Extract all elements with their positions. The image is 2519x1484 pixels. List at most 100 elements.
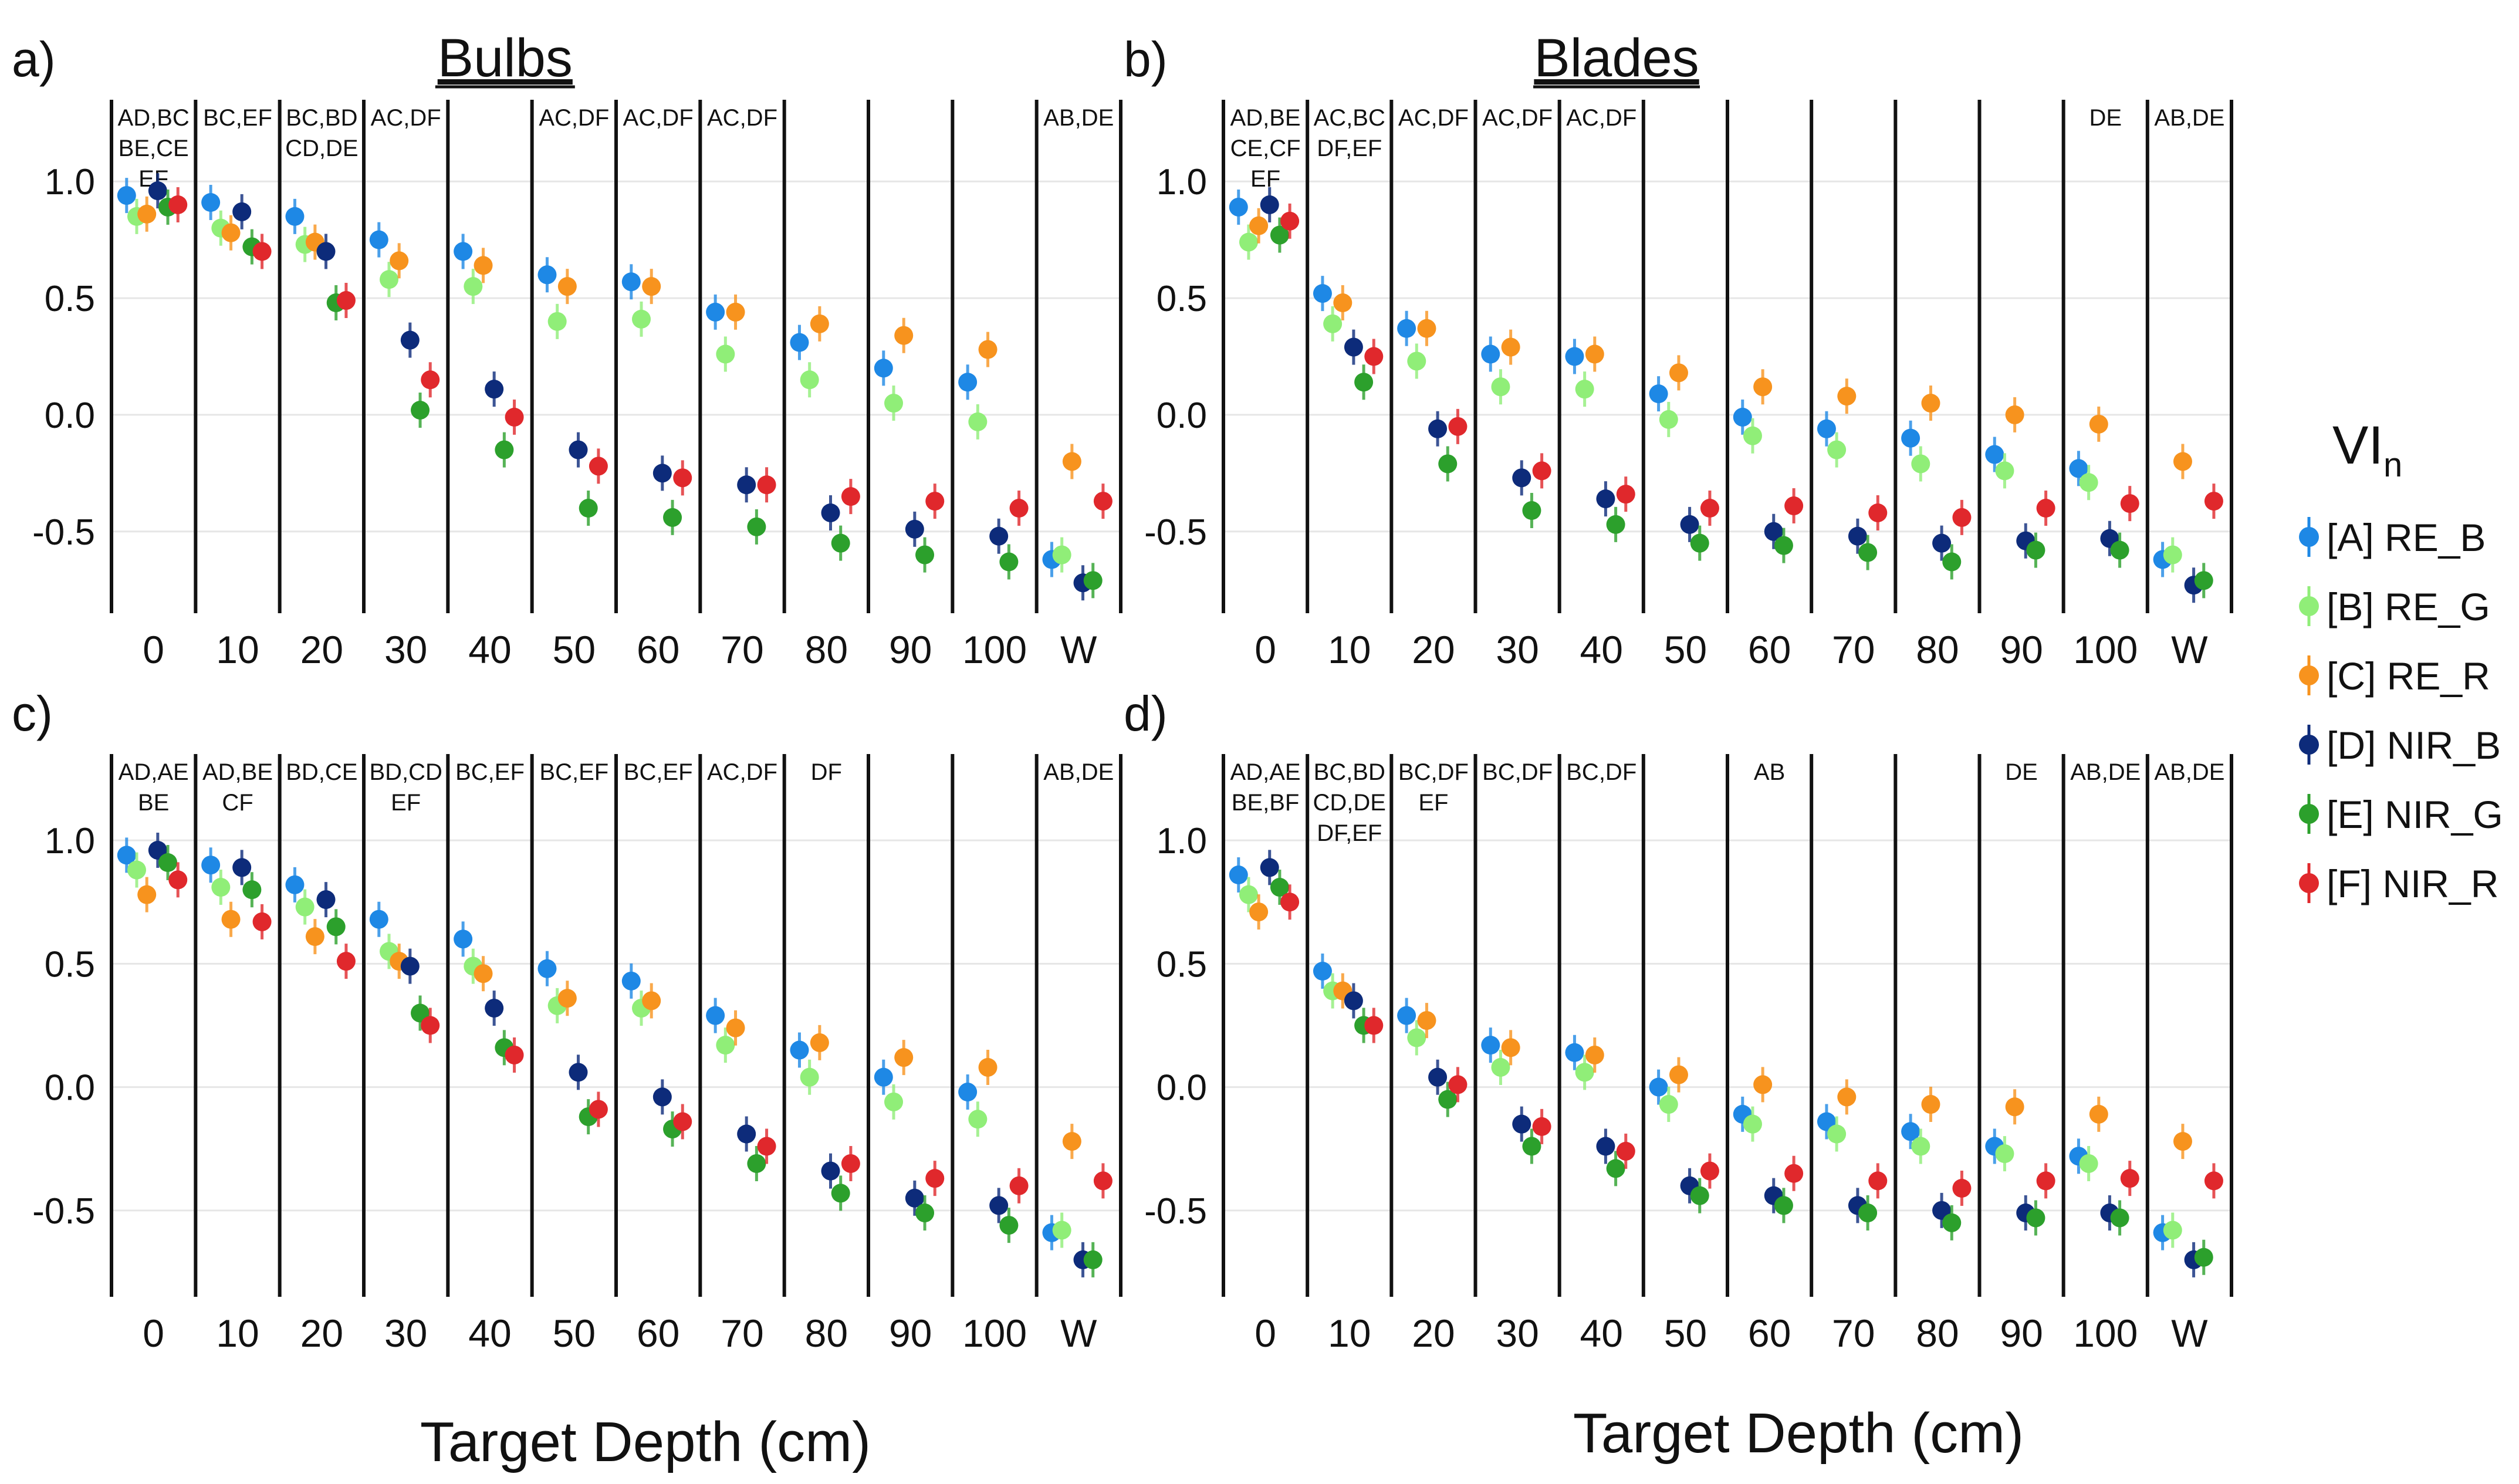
point-re_g-0 (1239, 232, 1258, 252)
point-re_g-0 (1239, 885, 1258, 904)
panels-layer: 1.0 0.5 0.0 -0.5 a) Bulbs 0 AD,BC BE,CE EF 10 BC,EF… (12, 28, 2233, 1355)
point-nir_b-70 (1848, 526, 1867, 546)
point-nir_r-40 (505, 407, 524, 427)
significance-annotation: CD,DE (1313, 790, 1386, 816)
legend-swatch (2299, 735, 2319, 755)
point-nir_b-80 (821, 503, 840, 522)
x-tick-label: 50 (1664, 1311, 1707, 1355)
point-nir_b-30 (400, 956, 420, 976)
point-nir_r-20 (336, 952, 356, 971)
point-re_r-40 (1585, 1045, 1604, 1064)
point-re_r-60 (1753, 377, 1773, 397)
point-re_b-60 (1733, 407, 1752, 427)
point-nir_b-30 (400, 330, 420, 350)
x-tick-label: 20 (1412, 1311, 1455, 1355)
point-nir_g-w (1083, 571, 1103, 590)
point-re_r-0 (137, 204, 157, 224)
significance-annotation: AD,AE (1230, 759, 1301, 785)
point-nir_r-70 (1868, 503, 1888, 522)
point-nir_r-100 (2120, 494, 2139, 513)
point-re_b-20 (1397, 1006, 1416, 1025)
significance-annotation: AC,DF (707, 759, 777, 785)
point-nir_b-10 (232, 858, 252, 877)
point-nir_g-30 (1522, 1137, 1541, 1156)
point-re_b-70 (706, 302, 725, 322)
point-re_r-0 (1249, 902, 1269, 922)
significance-annotation: AB,DE (2154, 759, 2224, 785)
x-tick-label: 10 (1328, 628, 1371, 671)
significance-annotation: CE,CF (1230, 136, 1301, 161)
significance-annotation: CF (222, 790, 253, 816)
point-re_b-40 (454, 242, 473, 261)
point-nir_g-70 (1858, 543, 1878, 562)
point-re_b-20 (285, 875, 305, 894)
point-re_r-70 (1837, 1087, 1857, 1107)
point-re_g-w (2163, 545, 2182, 564)
x-tick-label: 40 (468, 1311, 511, 1355)
significance-annotation: BC,EF (203, 105, 272, 131)
point-re_r-60 (642, 277, 661, 296)
point-nir_b-60 (1764, 522, 1783, 541)
point-nir_r-70 (1868, 1171, 1888, 1191)
point-re_b-60 (621, 971, 641, 991)
point-nir_r-90 (2036, 499, 2055, 518)
point-re_g-40 (1575, 1063, 1594, 1082)
legend-item-c: [C] RE_R (2299, 654, 2490, 698)
point-nir_b-90 (905, 519, 924, 539)
point-re_r-50 (1669, 1065, 1688, 1084)
point-re_b-50 (537, 959, 557, 978)
significance-annotation: BC,DF (1482, 759, 1553, 785)
point-re_b-40 (1565, 347, 1584, 366)
point-re_r-20 (1417, 319, 1436, 338)
panel-d: 1.0 0.5 0.0 -0.5 d) 0 AD,AE BE,BF 10 BC,BD CD,DE DF… (1124, 686, 2233, 1355)
panel-title: Bulbs (438, 28, 573, 88)
y-tick-label: 0.0 (1157, 1068, 1207, 1108)
y-tick-label: -0.5 (32, 1191, 95, 1232)
point-nir_b-40 (485, 380, 504, 399)
significance-annotation: DE (2005, 759, 2038, 785)
point-re_g-70 (716, 344, 735, 364)
point-re_b-30 (1481, 1036, 1500, 1055)
point-re_b-100 (2069, 459, 2088, 478)
x-tick-label: 90 (889, 628, 932, 671)
significance-annotation: DF (811, 759, 842, 785)
point-nir_g-50 (1690, 533, 1709, 553)
point-re_g-20 (1407, 351, 1426, 371)
point-re_g-60 (1743, 426, 1762, 445)
point-re_b-60 (621, 272, 641, 292)
point-nir_r-10 (1364, 347, 1384, 366)
point-nir_b-40 (1596, 1137, 1615, 1156)
point-nir_b-30 (1512, 468, 1531, 488)
significance-annotation: BD,CD (369, 759, 442, 785)
point-nir_g-40 (495, 440, 514, 459)
point-re_g-70 (1827, 440, 1847, 459)
significance-annotation: AD,BC (118, 105, 190, 131)
point-re_r-0 (1249, 216, 1269, 235)
x-tick-label: W (2171, 1311, 2208, 1355)
x-tick-label: 40 (1580, 628, 1623, 671)
point-re_b-40 (454, 929, 473, 949)
point-re_g-100 (968, 1110, 988, 1129)
point-re_r-50 (557, 277, 577, 296)
point-re_b-100 (958, 1083, 978, 1102)
y-tick-label: 0.5 (1157, 279, 1207, 319)
point-nir_b-70 (737, 1124, 756, 1144)
x-tick-label: 70 (721, 628, 763, 671)
point-re_g-20 (1407, 1028, 1426, 1047)
y-tick-label: 0.5 (45, 279, 95, 319)
point-nir_g-20 (1438, 1090, 1458, 1109)
point-re_r-20 (1417, 1011, 1436, 1030)
point-re_b-90 (874, 1067, 893, 1087)
x-tick-label: 90 (889, 1311, 932, 1355)
point-nir_r-10 (1364, 1016, 1384, 1035)
point-nir_r-20 (336, 291, 356, 310)
significance-annotation: DF,EF (1317, 136, 1382, 161)
point-nir_b-80 (821, 1161, 840, 1181)
point-re_b-50 (1649, 384, 1668, 404)
point-nir_g-0 (1270, 878, 1289, 897)
x-tick-label: 30 (384, 628, 427, 671)
x-tick-label: W (1060, 628, 1097, 671)
panel-c: 1.0 0.5 0.0 -0.5 c) 0 AD,AE BE 10 AD,BE CF 20 BD,CE 3… (12, 686, 1122, 1355)
significance-annotation: BE,BF (1232, 790, 1300, 816)
point-re_b-80 (1901, 428, 1920, 448)
